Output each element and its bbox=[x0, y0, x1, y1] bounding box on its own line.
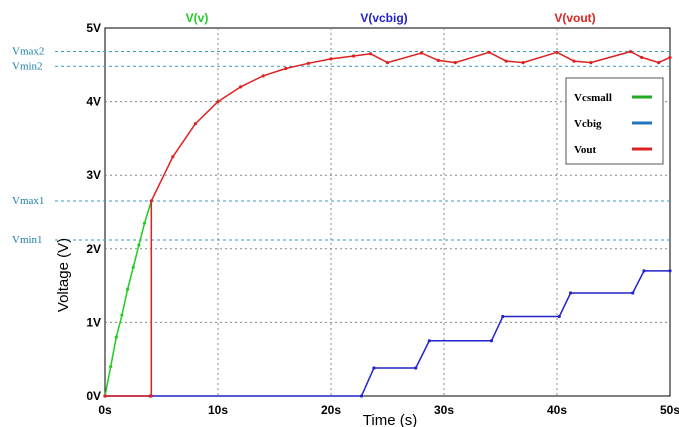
y-axis-label: Voltage (V) bbox=[55, 238, 72, 312]
reference-lines: Vmax2 Vmin2 Vmax1 Vmin1 bbox=[12, 46, 670, 246]
trace-header: V(vout) bbox=[554, 11, 595, 25]
data-point bbox=[114, 335, 118, 339]
data-point bbox=[103, 394, 107, 398]
data-point bbox=[239, 85, 243, 89]
data-point bbox=[419, 51, 423, 55]
data-point bbox=[120, 313, 124, 317]
reference-label: Vmin1 bbox=[12, 234, 43, 246]
data-point bbox=[149, 199, 153, 203]
reference-label: Vmax1 bbox=[12, 195, 44, 207]
data-point bbox=[557, 314, 561, 319]
data-point bbox=[131, 265, 135, 269]
data-point bbox=[589, 60, 593, 65]
data-point bbox=[329, 57, 333, 61]
legend-label: Vout bbox=[574, 144, 597, 156]
legend-label: Vcsmall bbox=[574, 92, 612, 104]
y-tick-label: 1V bbox=[86, 315, 101, 329]
x-tick-label: 10s bbox=[208, 403, 228, 417]
data-point bbox=[555, 50, 559, 54]
x-tick-label: 30s bbox=[434, 403, 454, 417]
trace-headers: V(v) V(vcbig) V(vout) bbox=[186, 11, 596, 25]
data-point bbox=[261, 74, 265, 78]
x-tick-label: 0s bbox=[98, 403, 112, 417]
x-tick-label: 50s bbox=[660, 403, 679, 417]
data-point bbox=[631, 291, 635, 295]
data-point bbox=[640, 55, 644, 60]
data-point bbox=[368, 52, 373, 56]
data-point bbox=[126, 287, 130, 291]
data-point bbox=[504, 59, 508, 63]
x-tick-label: 40s bbox=[547, 403, 567, 417]
data-point bbox=[489, 339, 494, 343]
data-point bbox=[414, 366, 418, 370]
y-tick-label: 2V bbox=[86, 242, 101, 256]
y-tick-label: 5V bbox=[86, 21, 101, 35]
trace-header: V(vcbig) bbox=[360, 11, 407, 25]
y-tick-label: 0V bbox=[86, 389, 101, 403]
data-point bbox=[568, 291, 573, 295]
data-point bbox=[572, 59, 576, 63]
trace-header: V(v) bbox=[186, 11, 209, 25]
data-point bbox=[668, 55, 672, 60]
data-point bbox=[352, 54, 356, 58]
tick-labels: 0s 10s 20s 30s 40s 50s 0V 1V 2V 3V 4V 5V bbox=[86, 21, 679, 417]
y-tick-label: 3V bbox=[86, 168, 101, 182]
reference-label: Vmax2 bbox=[12, 46, 44, 58]
y-tick-label: 4V bbox=[86, 95, 101, 109]
data-point bbox=[436, 58, 440, 62]
data-point bbox=[642, 269, 646, 273]
reference-label: Vmin2 bbox=[12, 60, 43, 72]
data-point bbox=[284, 66, 288, 71]
data-point bbox=[142, 221, 147, 225]
data-point bbox=[109, 364, 113, 369]
legend-label: Vcbig bbox=[574, 118, 602, 130]
data-point bbox=[427, 339, 431, 343]
data-point bbox=[657, 60, 661, 65]
data-point bbox=[521, 60, 525, 65]
data-point bbox=[216, 100, 220, 104]
data-point bbox=[487, 50, 491, 54]
data-point bbox=[385, 60, 390, 65]
data-point bbox=[628, 49, 633, 54]
data-point bbox=[171, 155, 175, 159]
data-point bbox=[149, 394, 153, 398]
data-point bbox=[372, 366, 376, 370]
data-point bbox=[668, 269, 672, 273]
legend-box: Vcsmall Vcbig Vout bbox=[565, 77, 664, 165]
data-point bbox=[501, 314, 505, 319]
x-tick-label: 20s bbox=[321, 403, 341, 417]
data-point bbox=[359, 394, 364, 398]
x-axis-label: Time (s) bbox=[363, 412, 417, 427]
data-point bbox=[193, 122, 197, 126]
data-point bbox=[137, 243, 141, 247]
series-group bbox=[103, 49, 672, 398]
data-point bbox=[306, 61, 310, 65]
data-point bbox=[453, 60, 457, 65]
